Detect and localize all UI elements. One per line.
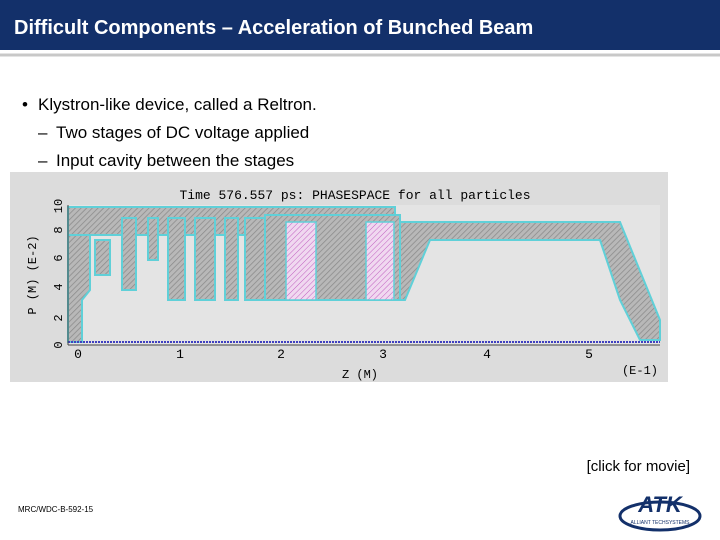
x-tick-label: 0	[74, 347, 82, 362]
y-tick-label: 6	[52, 254, 66, 261]
header-bar	[0, 0, 720, 50]
y-axis-label: P (M) (E-2)	[26, 235, 40, 314]
electrode	[147, 217, 159, 261]
slide-title: Difficult Components – Acceleration of B…	[14, 17, 533, 39]
y-tick-label: 2	[52, 314, 66, 321]
y-tick-label: 4	[52, 283, 66, 290]
bullet-marker: –	[38, 151, 48, 170]
sub-bullet: Input cavity between the stages	[56, 151, 294, 170]
bullet: Klystron-like device, called a Reltron.	[38, 95, 317, 114]
beam-bunch	[365, 221, 395, 301]
cavity-wall	[244, 217, 266, 301]
simulation-figure: Time 576.557 ps: PHASESPACE for all part…	[10, 172, 668, 382]
electrode	[94, 239, 111, 276]
logo-tagline: ALLIANT TECHSYSTEMS	[631, 520, 691, 526]
logo-name: ATK	[637, 492, 684, 517]
output-section	[399, 221, 661, 341]
movie-link[interactable]: [click for movie]	[587, 458, 690, 475]
bullet-marker: •	[22, 95, 28, 114]
y-tick-label: 0	[52, 341, 66, 348]
electrode	[224, 217, 239, 301]
footer-code: MRC/WDC-B-592-15	[18, 505, 94, 514]
bullet-marker: –	[38, 123, 48, 142]
x-tick-label: 1	[176, 347, 184, 362]
electrode	[121, 217, 137, 291]
figure-title: Time 576.557 ps: PHASESPACE for all part…	[179, 188, 530, 203]
electrode	[167, 217, 186, 301]
x-axis-label: Z (M)	[342, 368, 378, 382]
x-tick-label: 5	[585, 347, 593, 362]
y-tick-label: 8	[52, 226, 66, 233]
sub-bullet: Two stages of DC voltage applied	[56, 123, 309, 142]
x-tick-label: 4	[483, 347, 491, 362]
electrode	[194, 217, 216, 301]
x-tick-label: 3	[379, 347, 387, 362]
x-tick-label: 2	[277, 347, 285, 362]
logo: ATK ALLIANT TECHSYSTEMS	[618, 492, 702, 532]
x-scale-label: (E-1)	[622, 364, 658, 378]
logo-swoosh	[618, 500, 702, 532]
beam-bunch	[285, 221, 317, 301]
y-tick-label: 10	[52, 199, 66, 213]
